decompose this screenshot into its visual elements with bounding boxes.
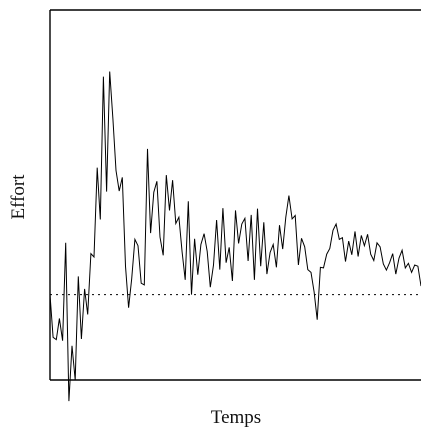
series-line bbox=[49, 71, 421, 402]
x-axis-label: Temps bbox=[211, 407, 261, 428]
y-axis-label: Effort bbox=[8, 174, 29, 220]
